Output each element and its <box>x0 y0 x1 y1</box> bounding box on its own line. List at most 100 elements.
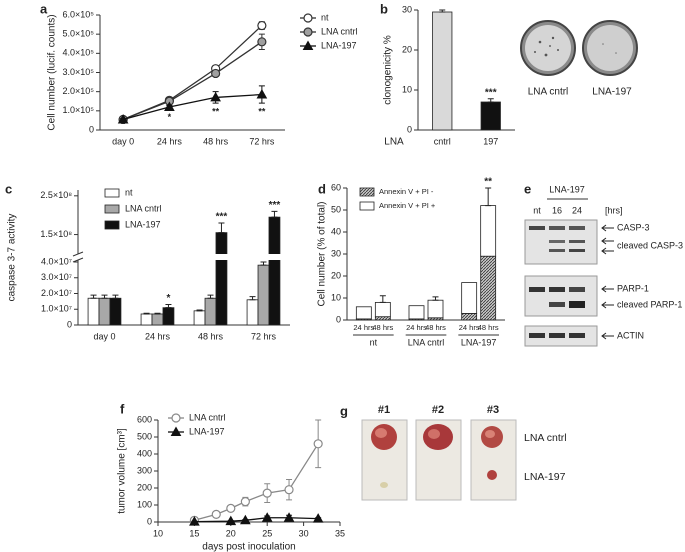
error-bar <box>154 312 161 315</box>
y-tick-label: 10 <box>331 292 341 302</box>
series-line <box>122 41 263 121</box>
bar <box>257 264 270 326</box>
legend-swatch <box>359 201 375 211</box>
x-tick-label: 15 <box>189 528 199 538</box>
y-tick-label: 2.0×10⁷ <box>41 288 72 298</box>
axis-break <box>72 254 290 260</box>
significance: * <box>168 112 172 122</box>
y-tick-label: 1.5×10⁸ <box>40 229 72 239</box>
bar-segment <box>374 316 391 321</box>
legend-marker <box>303 27 313 37</box>
x-tick-label: day 0 <box>112 136 134 146</box>
point <box>256 89 268 99</box>
series-line <box>122 25 263 121</box>
lane-label: 24 <box>572 205 582 215</box>
y-tick-label: 1.0×10⁷ <box>41 304 72 314</box>
x-tick-label: 72 hrs <box>251 331 277 341</box>
panel-letter: e <box>524 181 531 196</box>
bar <box>432 11 453 131</box>
y-axis-label: caspase 3-7 activity <box>7 214 18 302</box>
bar-segment <box>480 255 497 321</box>
point <box>211 68 221 79</box>
lane-label: nt <box>533 205 541 215</box>
bar <box>193 310 206 326</box>
mouse-label: #3 <box>487 404 499 416</box>
legend-label: LNA cntrl <box>321 26 358 36</box>
photo-label: LNA-197 <box>592 87 632 98</box>
error-bar <box>112 294 119 299</box>
y-tick-label: 0 <box>407 124 412 134</box>
y-tick-label: 3.0×10⁵ <box>62 67 94 77</box>
bar <box>268 216 281 326</box>
point <box>189 516 200 526</box>
error-bar <box>218 222 225 234</box>
bar-segment <box>461 312 478 321</box>
mouse-label: #1 <box>378 404 390 416</box>
x-axis-label: LNA <box>384 137 404 148</box>
x-tick-label: 24 hrs <box>157 136 183 146</box>
y-tick-label: 0 <box>67 319 72 329</box>
x-tick-label: 24 hrs <box>406 323 427 332</box>
error-bar <box>90 294 97 299</box>
y-tick-label: 200 <box>137 482 152 492</box>
y-axis-label: tumor volume [cm³] <box>117 428 128 514</box>
band-label: ACTIN <box>617 330 644 340</box>
point <box>240 497 250 507</box>
y-tick-label: 500 <box>137 431 152 441</box>
legend-label: nt <box>125 187 133 197</box>
panel-letter: a <box>40 1 48 16</box>
error-bar <box>432 296 439 301</box>
bar <box>140 313 153 326</box>
error-bar <box>379 295 386 303</box>
y-tick-label: 0 <box>89 124 94 134</box>
bar <box>87 297 100 326</box>
error-bar <box>165 304 172 309</box>
panel-letter: b <box>380 1 388 16</box>
point <box>261 512 273 522</box>
blot-group: LNA-197 <box>549 184 585 194</box>
series-line <box>194 443 319 521</box>
y-tick-label: 2.5×10⁸ <box>40 190 72 200</box>
error-bar <box>271 210 278 218</box>
x-tick-label: 35 <box>335 528 345 538</box>
y-tick-label: 6.0×10⁵ <box>62 9 94 19</box>
y-tick-label: 20 <box>331 270 341 280</box>
y-tick-label: 50 <box>331 204 341 214</box>
y-tick-label: 30 <box>402 4 412 14</box>
band-label: PARP-1 <box>617 283 649 293</box>
bar <box>480 101 501 131</box>
y-tick-label: 5.0×10⁵ <box>62 29 94 39</box>
significance: *** <box>485 87 497 98</box>
y-tick-label: 2.0×10⁵ <box>62 86 94 96</box>
x-tick-label: 48 hrs <box>198 331 224 341</box>
legend-label: LNA cntrl <box>189 412 226 422</box>
significance: ** <box>484 177 492 188</box>
point <box>226 503 236 513</box>
error-bar <box>249 296 256 301</box>
y-tick-label: 0 <box>147 516 152 526</box>
point <box>257 20 267 31</box>
point <box>211 509 221 519</box>
bar <box>246 299 259 326</box>
bar <box>215 232 228 326</box>
y-tick-label: 40 <box>331 226 341 236</box>
error-bar <box>143 312 150 315</box>
western-blot: e LNA-197 nt 16 24 [hrs] CASP-3 cleaved … <box>524 181 683 347</box>
x-tick-label: cntrl <box>434 136 451 146</box>
x-tick-label: 48 hrs <box>372 323 393 332</box>
y-tick-label: 30 <box>331 248 341 258</box>
group-label: LNA cntrl <box>408 337 445 347</box>
bar-segment <box>355 306 372 320</box>
band-label: cleaved PARP-1 <box>617 299 682 309</box>
bar <box>98 297 111 326</box>
significance: *** <box>216 212 228 223</box>
legend-marker <box>171 413 181 423</box>
unit-label: [hrs] <box>605 205 623 215</box>
bar-segment <box>461 282 478 314</box>
bar-segment <box>408 305 425 320</box>
point <box>284 485 294 495</box>
y-tick-label: 600 <box>137 414 152 424</box>
x-tick-label: 197 <box>483 136 498 146</box>
error-bar <box>196 309 203 312</box>
